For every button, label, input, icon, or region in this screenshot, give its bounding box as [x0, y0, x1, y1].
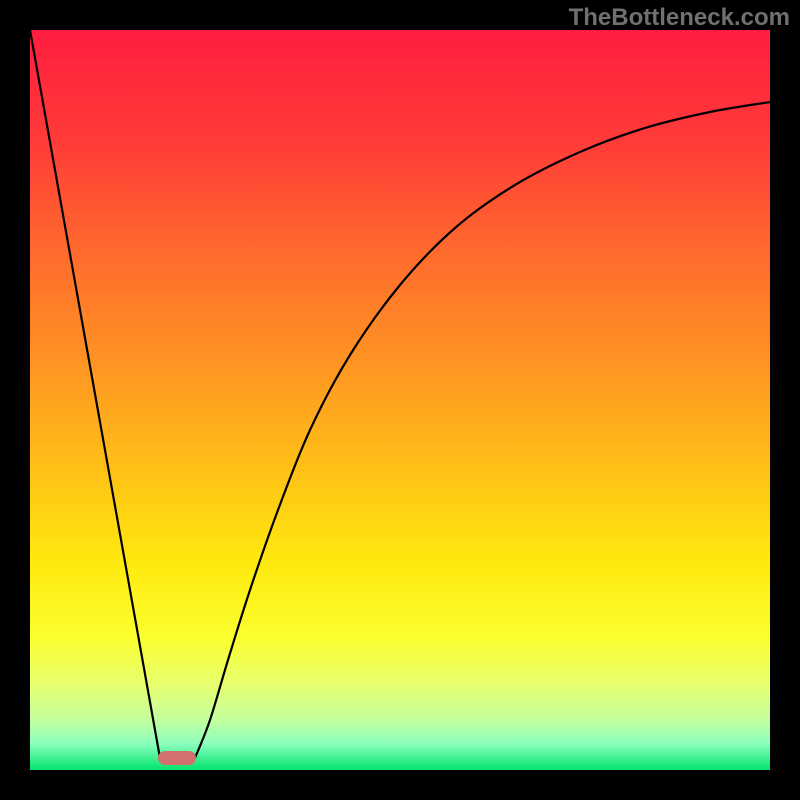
plot-background: [30, 30, 770, 770]
bottleneck-chart: TheBottleneck.com: [0, 0, 800, 800]
watermark-text: TheBottleneck.com: [569, 4, 790, 32]
chart-svg: [0, 0, 800, 800]
optimal-marker: [158, 751, 196, 765]
